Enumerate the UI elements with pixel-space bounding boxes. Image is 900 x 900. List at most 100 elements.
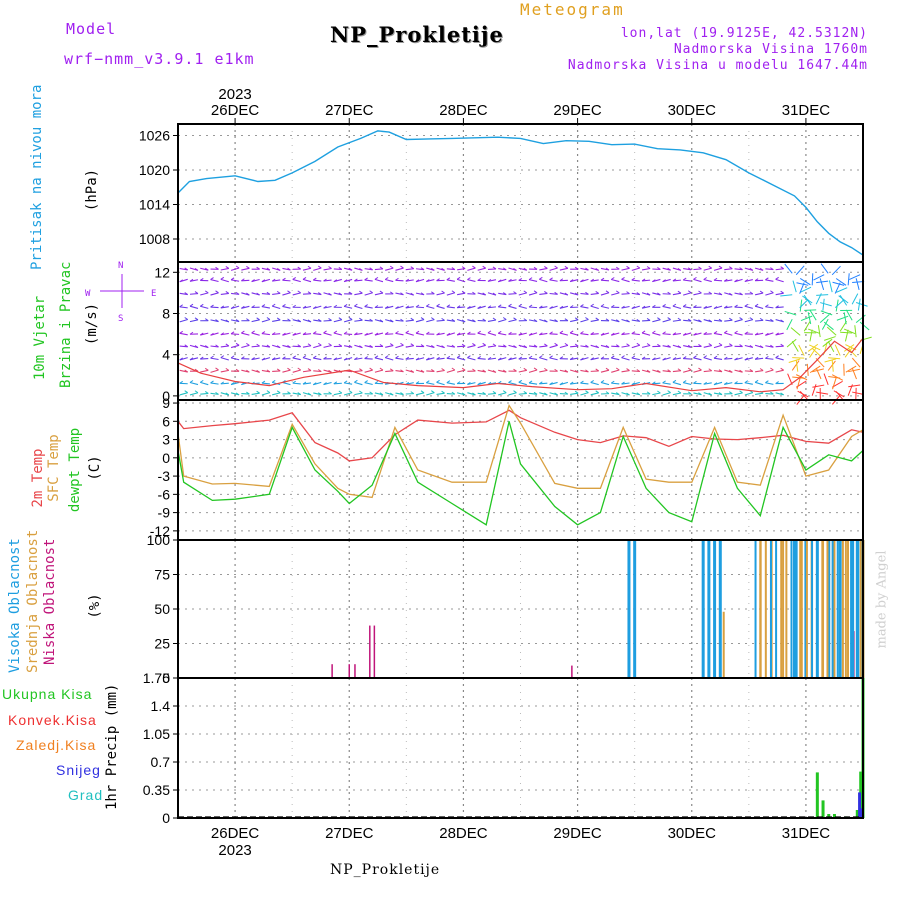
wind-arrow-head <box>271 303 276 307</box>
wind-arrow <box>374 369 384 373</box>
wind-arrow-head <box>389 343 394 346</box>
wind-arrow-head <box>426 380 430 384</box>
wind-arrow-head <box>610 277 615 280</box>
wind-arrow-head <box>225 291 230 294</box>
wind-arrow-head <box>482 369 486 373</box>
temp-line-0 <box>177 409 864 462</box>
wind-barb-end <box>828 376 841 379</box>
wind-arrow-head <box>718 342 723 346</box>
ytick-label-4-0: 0 <box>162 810 170 826</box>
wind-arrow-head <box>333 279 338 283</box>
wind-arrow-head <box>410 369 415 373</box>
wind-arrow-head <box>513 317 517 321</box>
wind-arrow <box>498 292 507 296</box>
wind-arrow-head <box>395 277 399 281</box>
wind-arrow-head <box>189 278 194 282</box>
wind-arrow <box>415 319 425 323</box>
wind-arrow <box>724 332 733 336</box>
wind-arrow-head <box>636 265 641 269</box>
wind-arrow <box>724 306 733 309</box>
wind-arrow-head <box>276 345 281 349</box>
wind-arrow <box>302 278 312 283</box>
wind-arrow-head <box>724 330 728 334</box>
wind-arrow-head <box>436 278 440 282</box>
wind-arrow <box>189 392 199 396</box>
wind-barb-end <box>828 357 841 360</box>
wind-arrow-head <box>482 318 486 322</box>
wind-arrow-head <box>610 332 615 336</box>
wind-arrow-head <box>472 265 476 269</box>
wind-arrow-head <box>559 356 564 360</box>
wind-arrow-head <box>225 367 230 371</box>
wind-arrow <box>621 267 630 271</box>
wind-arrow-head <box>770 391 774 395</box>
wind-arrow <box>354 319 363 322</box>
wind-arrow-head <box>487 330 492 334</box>
wind-arrow-head <box>703 355 708 359</box>
wind-arrow-head <box>636 342 641 346</box>
wind-arrow <box>580 369 589 373</box>
wind-arrow <box>570 345 579 348</box>
wind-arrow-head <box>780 367 784 371</box>
wind-arrow <box>683 306 692 309</box>
wind-barb-end <box>838 295 849 304</box>
wind-arrow-head <box>395 330 399 334</box>
wind-barb-end <box>823 373 829 385</box>
wind-arrow-head <box>251 279 255 282</box>
wind-arrow-head <box>276 390 281 394</box>
wind-arrow <box>261 392 271 396</box>
wind-arrow-head <box>348 317 353 320</box>
wind-arrow-head <box>451 344 456 348</box>
wind-arrow <box>487 279 497 282</box>
cloud-bar-2-2 <box>354 664 356 678</box>
wind-arrow <box>395 392 404 396</box>
wind-arrow-head <box>693 305 697 308</box>
wind-arrow <box>272 333 281 336</box>
wind-barb-end <box>847 273 850 286</box>
wind-arrow-head <box>389 319 394 323</box>
wind-arrow-head <box>220 305 225 309</box>
wind-arrow <box>631 344 640 349</box>
wind-arrow <box>457 369 466 373</box>
wind-arrow-head <box>652 304 656 308</box>
wind-arrow-head <box>646 343 651 346</box>
wind-arrow <box>765 306 774 309</box>
wind-arrow-head <box>497 357 502 361</box>
wind-barb-end <box>851 367 857 380</box>
wind-arrow <box>570 357 579 361</box>
wind-arrow-head <box>369 267 373 271</box>
wind-arrow-head <box>241 330 245 334</box>
wind-arrow-head <box>215 266 219 270</box>
wind-arrow <box>189 293 199 295</box>
wind-arrow-head <box>729 343 733 347</box>
wind-barb-end <box>827 360 836 371</box>
wind-arrow <box>662 382 671 385</box>
wind-arrow <box>539 382 548 385</box>
wind-arrow <box>580 318 589 323</box>
wind-arrow-head <box>441 390 445 394</box>
ytick-label-0-0: 1008 <box>139 231 170 247</box>
wind-arrow-head <box>734 279 738 283</box>
wind-arrow <box>354 292 363 296</box>
wind-arrow-head <box>615 367 620 371</box>
wind-arrow-head <box>646 266 651 269</box>
wind-arrow-head <box>687 344 692 348</box>
wind-arrow <box>724 268 733 271</box>
wind-arrow <box>703 370 712 373</box>
wind-barb-end <box>845 309 853 321</box>
wind-arrow-head <box>477 306 481 309</box>
wind-arrow-head <box>431 267 435 271</box>
wind-arrow-head <box>426 279 430 282</box>
wind-arrow-head <box>199 303 204 307</box>
wind-arrow-head <box>533 319 538 322</box>
wind-arrow-head <box>359 317 363 321</box>
wind-arrow-head <box>359 368 363 372</box>
wind-arrow-head <box>502 317 507 320</box>
wind-arrow-head <box>292 332 297 336</box>
wind-arrow <box>580 306 589 309</box>
wind-arrow-head <box>605 391 610 395</box>
wind-arrow-head <box>318 392 322 396</box>
wind-arrow-head <box>313 277 317 281</box>
wind-arrow <box>302 293 312 295</box>
wind-barb-end <box>851 357 861 368</box>
